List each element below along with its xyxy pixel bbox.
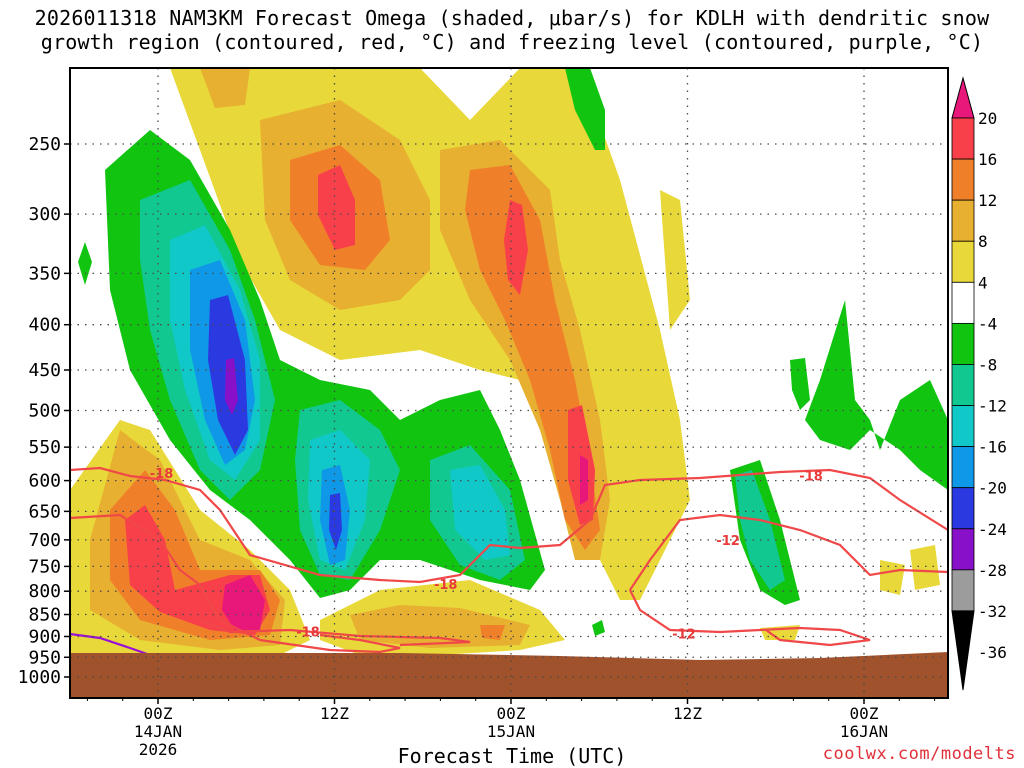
y-tick-label: 350 xyxy=(28,263,61,284)
omega-region-neg4 xyxy=(78,242,92,285)
x-tick-label: 00Z xyxy=(497,704,526,723)
ground-terrain xyxy=(70,652,948,698)
grid xyxy=(70,68,948,698)
colorbar-swatch xyxy=(951,281,975,324)
x-tick-label: 15JAN xyxy=(487,722,535,741)
omega-region-neg4 xyxy=(592,620,605,636)
credit-text[interactable]: coolwx.com/modelts xyxy=(822,744,1016,764)
colorbar-label: -4 xyxy=(978,314,997,333)
y-tick-label: 400 xyxy=(28,315,61,336)
y-tick-label: 800 xyxy=(28,581,61,602)
colorbar-label: -32 xyxy=(978,602,1007,621)
omega-region-neg8 xyxy=(735,470,785,590)
y-tick-label: 550 xyxy=(28,437,61,458)
x-tick-label: 12Z xyxy=(673,704,702,723)
omega-region-pos8 xyxy=(200,68,250,108)
x-tick-label: 00Z xyxy=(850,704,879,723)
colorbar-swatch xyxy=(951,405,975,448)
y-tick-label: 1000 xyxy=(18,667,61,688)
colorbar-swatch xyxy=(951,569,975,612)
colorbar-label: 4 xyxy=(978,273,988,292)
colorbar-label: 16 xyxy=(978,150,997,169)
colorbar-label: -16 xyxy=(978,438,1007,457)
contour-label: -12 xyxy=(672,627,696,642)
plot-frame xyxy=(69,67,949,699)
y-tick-label: 250 xyxy=(28,134,61,155)
colorbar-swatch xyxy=(951,158,975,201)
colorbar: 20 16 12 8 4 -4 -8 -12 -16 -20 -24 -28 -32 -36 xyxy=(951,76,1007,691)
colorbar-label: -24 xyxy=(978,520,1007,539)
omega-region-neg4 xyxy=(790,358,810,410)
x-tick-label: 00Z xyxy=(144,704,173,723)
chart-title-line1: 2026011318 NAM3KM Forecast Omega (shaded… xyxy=(34,6,990,30)
omega-region-pos4 xyxy=(910,545,940,590)
x-axis-title: Forecast Time (UTC) xyxy=(397,744,627,768)
omega-region-pos4 xyxy=(880,560,905,595)
colorbar-arrow-bottom xyxy=(951,610,975,691)
omega-region-pos12 xyxy=(465,165,600,550)
y-tick-label: 450 xyxy=(28,360,61,381)
x-tick-label: 12Z xyxy=(320,704,349,723)
colorbar-swatch xyxy=(951,446,975,489)
colorbar-label: -8 xyxy=(978,355,997,374)
colorbar-label: -28 xyxy=(978,561,1007,580)
omega-region-pos16 xyxy=(504,200,528,295)
colorbar-swatch xyxy=(951,117,975,160)
plot-area: -18 -18 -18 -18 -12 -12 xyxy=(70,68,948,698)
omega-region-neg12 xyxy=(450,465,510,560)
omega-region-pos20 xyxy=(580,455,588,505)
y-tick-label: 300 xyxy=(28,204,61,225)
dendritic-contours xyxy=(70,466,948,654)
colorbar-label: -36 xyxy=(978,643,1007,662)
y-axis: 2503003504004505005506006507007508008509… xyxy=(18,134,70,688)
omega-region-neg20 xyxy=(329,493,342,550)
contour-label: -18 xyxy=(296,625,320,640)
colorbar-swatch xyxy=(951,364,975,406)
y-tick-label: 500 xyxy=(28,401,61,422)
x-tick-label: 2026 xyxy=(139,740,178,759)
y-tick-label: 850 xyxy=(28,605,61,626)
contour-label: -18 xyxy=(150,467,174,482)
contour-labels: -18 -18 -18 -18 -12 -12 xyxy=(150,467,823,643)
colorbar-arrow-top xyxy=(951,76,975,119)
colorbar-swatch xyxy=(951,199,975,242)
y-tick-label: 650 xyxy=(28,501,61,522)
colorbar-label: 20 xyxy=(978,109,997,128)
omega-region-pos4 xyxy=(660,190,690,330)
colorbar-label: -20 xyxy=(978,479,1007,498)
colorbar-label: 12 xyxy=(978,191,997,210)
colorbar-label: 8 xyxy=(978,232,988,251)
omega-region-neg4 xyxy=(805,300,948,490)
x-tick-label: 16JAN xyxy=(840,722,888,741)
omega-region-neg24 xyxy=(225,358,238,415)
contour-label: -18 xyxy=(434,578,458,593)
omega-region-pos20 xyxy=(222,575,265,630)
contour-label: -12 xyxy=(716,534,740,549)
chart-title-line2: growth region (contoured, red, °C) and f… xyxy=(40,30,984,54)
y-tick-label: 700 xyxy=(28,530,61,551)
omega-region-neg4 xyxy=(565,68,605,150)
y-tick-label: 900 xyxy=(28,626,61,647)
y-tick-label: 600 xyxy=(28,471,61,492)
colorbar-label: -12 xyxy=(978,397,1007,416)
colorbar-swatch xyxy=(951,240,975,283)
colorbar-swatch xyxy=(951,322,975,365)
omega-region-pos16 xyxy=(318,165,355,250)
y-tick-label: 950 xyxy=(28,647,61,668)
colorbar-swatch xyxy=(951,487,975,530)
contour-label: -18 xyxy=(799,469,823,484)
y-tick-label: 750 xyxy=(28,556,61,577)
x-tick-label: 14JAN xyxy=(134,722,182,741)
colorbar-swatch xyxy=(951,528,975,571)
